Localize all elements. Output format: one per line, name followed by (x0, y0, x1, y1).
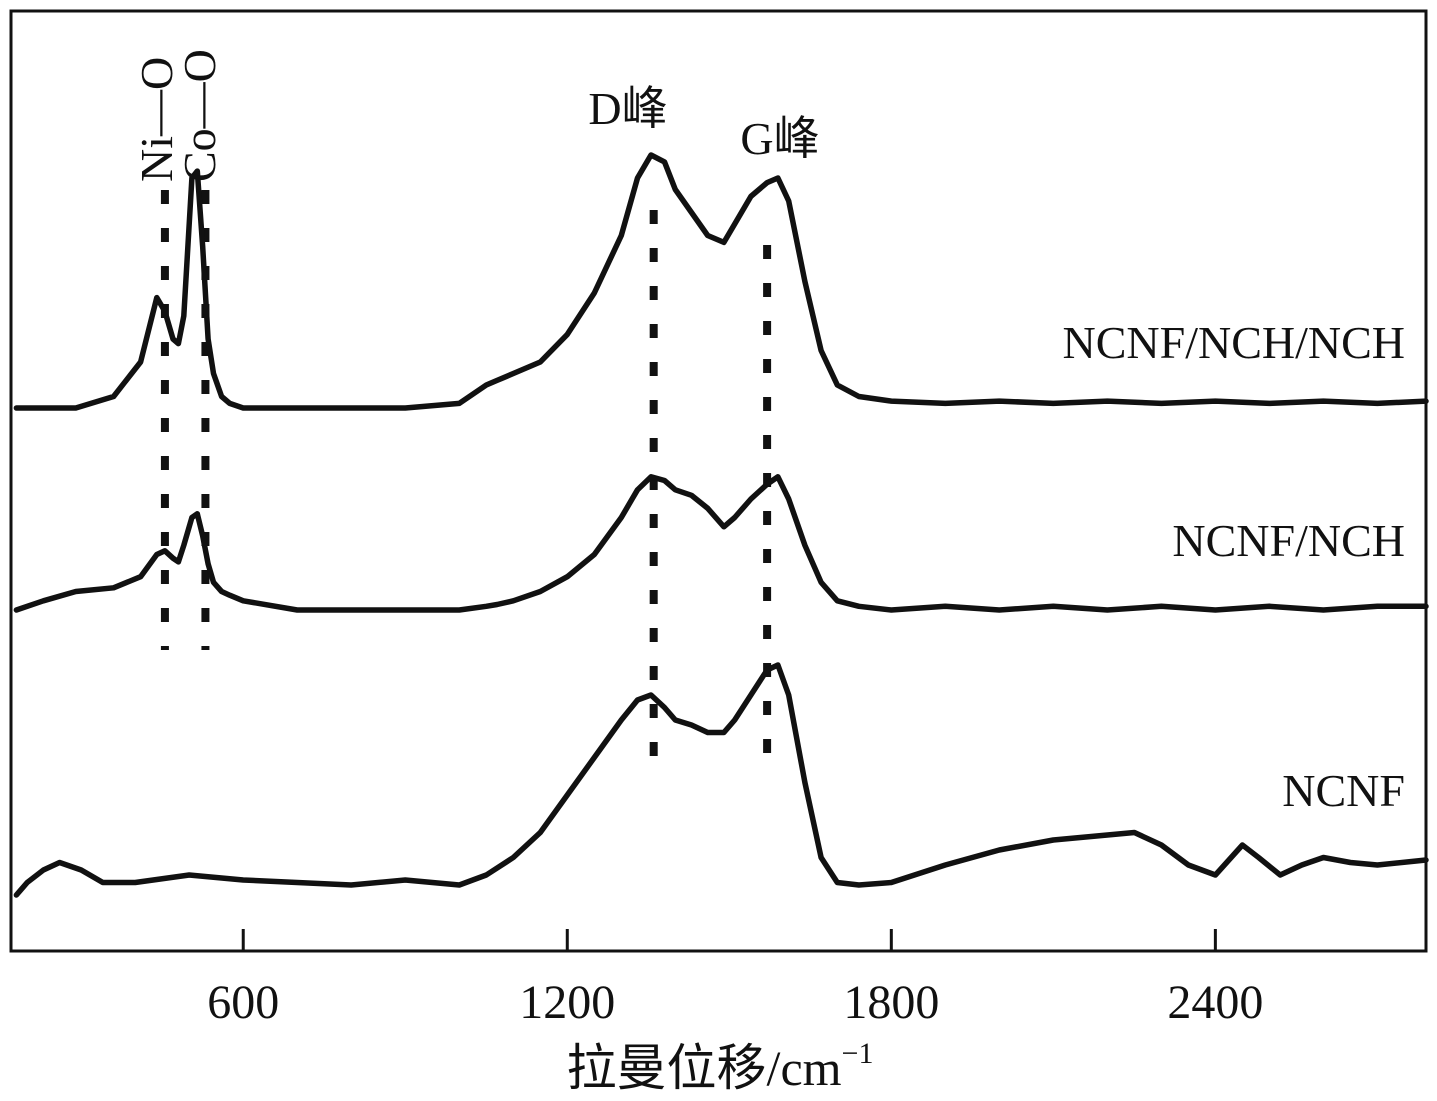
series-label: NCNF (1282, 765, 1405, 816)
series-line (13, 152, 1429, 411)
guide-lines (160, 190, 772, 760)
peak-annotation: Co—O (174, 49, 225, 182)
x-tick-label: 2400 (1167, 976, 1263, 1029)
x-axis-title-superscript: −1 (842, 1037, 874, 1070)
series-line (13, 474, 1429, 613)
spectra (13, 152, 1429, 898)
peak-annotation: G峰 (740, 113, 819, 164)
plot-frame (9, 9, 1428, 953)
x-axis-title: 拉曼位移/cm−1 (567, 1037, 874, 1096)
x-axis-title-main: 拉曼位移/cm (567, 1040, 842, 1096)
peak-annotation: D峰 (588, 83, 667, 134)
series-label: NCNF/NCH (1172, 515, 1405, 566)
series-label: NCNF/NCH/NCH (1062, 317, 1405, 368)
x-tick-label: 600 (207, 976, 279, 1029)
series-line (13, 662, 1429, 898)
series-labels: NCNF/NCH/NCH NCNF/NCH NCNF (1062, 317, 1405, 816)
x-axis: 600 1200 1800 2400 (207, 929, 1263, 1029)
peak-annotation: Ni—O (131, 57, 182, 182)
x-tick-label: 1800 (843, 976, 939, 1029)
x-tick-label: 1200 (519, 976, 615, 1029)
peak-annotations: Ni—OCo—O D峰 G峰 (131, 49, 820, 182)
